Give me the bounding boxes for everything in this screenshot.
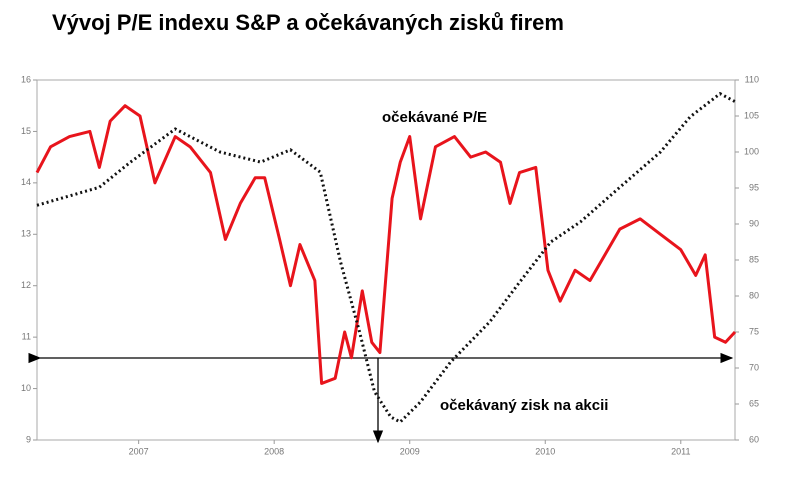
y-tick-label: 12: [21, 280, 31, 290]
y-tick-label: 16: [21, 74, 31, 84]
x-tick-label: 2009: [400, 446, 420, 456]
y-tick-label: 14: [21, 177, 31, 187]
chart-title: Vývoj P/E indexu S&P a očekávaných zisků…: [52, 10, 564, 35]
y2-tick-label: 75: [749, 326, 759, 336]
y2-tick-label: 80: [749, 290, 759, 300]
y-tick-label: 10: [21, 383, 31, 393]
y2-tick-label: 105: [744, 110, 759, 120]
series-line: [35, 104, 737, 385]
y2-tick-label: 70: [749, 362, 759, 372]
x-tick-label: 2007: [129, 446, 149, 456]
y2-tick-label: 110: [745, 74, 759, 84]
y2-tick-label: 60: [749, 434, 759, 444]
y2-tick-label: 95: [749, 182, 759, 192]
y2-tick-label: 100: [744, 146, 759, 156]
y-tick-label: 13: [21, 229, 31, 239]
x-tick-label: 2010: [535, 446, 555, 456]
y-tick-label: 11: [22, 332, 31, 342]
annotation: očekávaný zisk na akcii: [440, 397, 608, 414]
y-tick-label: 9: [26, 434, 31, 444]
y2-tick-label: 65: [749, 398, 759, 408]
y-tick-label: 15: [21, 126, 31, 136]
annotation: očekávané P/E: [382, 109, 487, 126]
y2-tick-label: 90: [749, 218, 759, 228]
x-tick-label: 2008: [264, 446, 284, 456]
y2-tick-label: 85: [749, 254, 759, 264]
series-line: [36, 91, 736, 424]
x-tick-label: 2011: [671, 446, 690, 456]
